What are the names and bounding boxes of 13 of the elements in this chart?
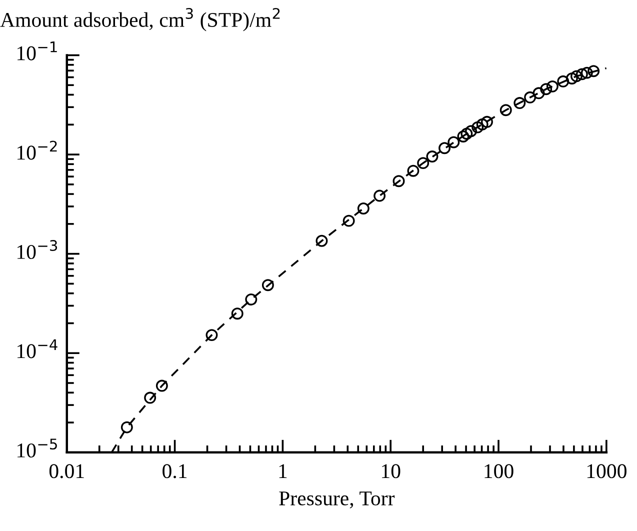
y-axis-title: Amount adsorbed, cm$^{3}$ (STP)/m$^{2}$ xyxy=(0,8,280,32)
x-tick-label: 1000 xyxy=(587,464,626,478)
y-tick-label: 10$^{−5}$ xyxy=(18,438,57,458)
x-tick-label: 0.1 xyxy=(162,464,187,478)
y-tick-label: 10$^{−2}$ xyxy=(18,140,57,160)
x-axis-title: Pressure, Torr xyxy=(279,492,395,508)
y-tick-label: 10$^{−3}$ xyxy=(18,240,58,260)
x-tick-label: 10 xyxy=(382,464,400,478)
y-tick-label: 10$^{−1}$ xyxy=(18,42,57,60)
x-tick-label: 0.01 xyxy=(49,464,84,478)
y-tick-label: 10$^{−4}$ xyxy=(18,339,58,358)
x-tick-label: 1 xyxy=(279,464,287,478)
x-tick-label: 100 xyxy=(484,464,514,478)
